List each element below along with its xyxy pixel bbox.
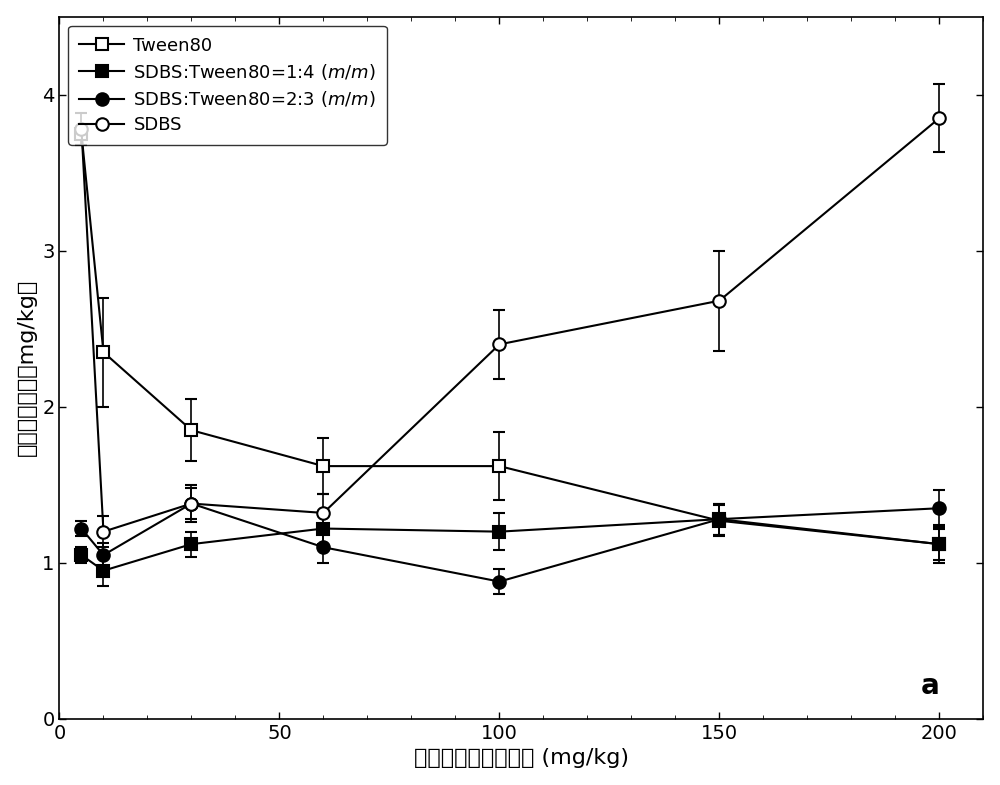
- Y-axis label: 土壤菲残留量（mg/kg）: 土壤菲残留量（mg/kg）: [17, 279, 37, 456]
- Legend: Tween80, SDBS:Tween80=1:4 ($m/m$), SDBS:Tween80=2:3 ($m/m$), SDBS: Tween80, SDBS:Tween80=1:4 ($m/m$), SDBS:…: [68, 26, 387, 145]
- X-axis label: 投加表面活性剂剂量 (mg/kg): 投加表面活性剂剂量 (mg/kg): [414, 748, 629, 769]
- Text: a: a: [921, 672, 939, 700]
